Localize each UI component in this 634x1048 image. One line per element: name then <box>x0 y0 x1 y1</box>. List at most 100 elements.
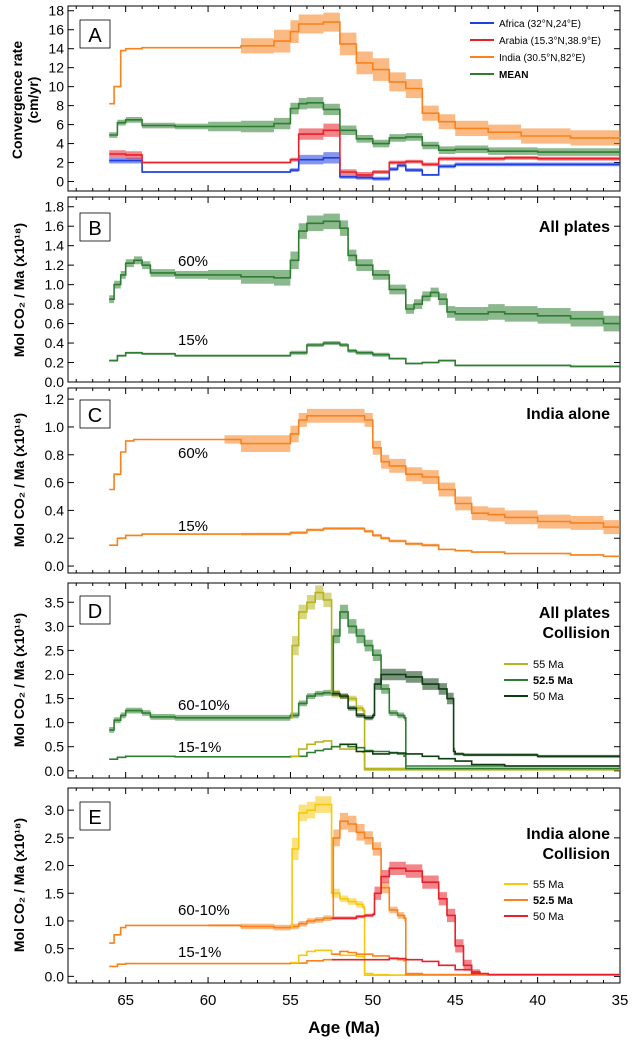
panel-e-frame <box>67 787 621 984</box>
panel-b-band-0 <box>109 213 620 334</box>
legend-label: 55 Ma <box>533 659 564 671</box>
panel-a-legend: Africa (32°N,24°E) Arabia (15.3°N,38.9°E)… <box>470 19 601 81</box>
panel-b: B All plates 60% 15% 0.0 0.2 0.4 0.6 0.8 1.0 1… <box>11 196 621 390</box>
panel-a-series-line-2 <box>109 21 621 139</box>
panel-b-ytick-label: 1.0 <box>45 277 65 293</box>
panel-d-ytick-label: 0.0 <box>45 763 65 779</box>
panel-a-ytick-label: 14 <box>48 41 64 57</box>
panel-d-series-line-4 <box>109 749 325 761</box>
panel-c-yaxis: 0.0 0.2 0.4 0.6 0.8 1.0 1.2 <box>45 388 621 574</box>
legend-label: 52.5 Ma <box>533 895 574 907</box>
panel-d-ytick-label: 2.5 <box>45 642 65 658</box>
legend-label: 50 Ma <box>533 691 564 703</box>
panel-b-ytick-label: 1.4 <box>45 238 65 254</box>
legend-label: Arabia (15.3°N,38.9°E) <box>499 36 601 47</box>
panel-b-ytick-label: 1.8 <box>45 199 65 215</box>
panel-d-series-line-7 <box>339 743 620 767</box>
x-tick-label: 40 <box>529 992 546 1009</box>
panel-a-ytick-label: 12 <box>48 60 64 76</box>
svg-text:D: D <box>88 601 102 623</box>
panel-a-ytick-label: 18 <box>48 3 64 19</box>
panel-b-ytick-label: 1.2 <box>45 257 65 273</box>
panel-d-letter: D <box>79 595 111 625</box>
panel-c-ytick-label: 1.2 <box>45 391 65 407</box>
panel-d-ytick-label: 3.5 <box>45 594 65 610</box>
legend-label: 52.5 Ma <box>533 675 574 687</box>
panel-d-series-line-3 <box>331 673 620 758</box>
panel-b-annotation-60: 60% <box>178 253 208 270</box>
panel-a-yaxis: 0 2 4 6 8 10 12 14 16 18 <box>48 3 621 191</box>
panel-e-series-line-7 <box>331 957 620 976</box>
panel-c-frame <box>67 387 621 574</box>
panel-d-legend: 55 Ma 52.5 Ma 50 Ma <box>504 659 574 703</box>
panel-e-band-0 <box>109 915 332 944</box>
panel-e-legend: 55 Ma 52.5 Ma 50 Ma <box>504 879 574 923</box>
panel-e-title-line1: India alone <box>526 826 610 843</box>
panel-e-ytick-label: 3.0 <box>45 802 65 818</box>
panel-a-ytick-label: 16 <box>48 22 64 38</box>
panel-d-frame <box>67 582 621 779</box>
panel-a-frame <box>67 5 621 192</box>
panel-b-yaxis: 0.0 0.2 0.4 0.6 0.8 1.0 1.2 1.4 1.6 1.8 <box>45 197 621 390</box>
legend-label: MEAN <box>499 70 528 81</box>
panel-e-annotation-15: 15-1% <box>178 944 221 961</box>
panel-a-ylabel-line2: (cm/yr) <box>25 77 41 124</box>
panel-e-plot <box>109 796 620 977</box>
legend-label: India (30.5°N,82°E) <box>499 53 585 64</box>
panel-d-ylabel: Mol CO₂ / Ma (x10¹⁸) <box>11 613 27 747</box>
panel-c-ytick-label: 1.0 <box>45 419 65 435</box>
panel-a-series-line-3 <box>109 102 621 154</box>
panel-b-ytick-label: 0.8 <box>45 296 65 312</box>
panel-c-ytick-label: 0.0 <box>45 558 65 574</box>
panel-c-band-0 <box>109 408 620 535</box>
panel-c-annotation-60: 60% <box>178 445 208 462</box>
panel-e-ylabel: Mol CO₂ / Ma (x10¹⁸) <box>11 818 27 952</box>
x-tick-label: 55 <box>282 992 299 1009</box>
panel-e: E India alone Collision 60-10% 15-1% 55 … <box>11 787 621 984</box>
svg-text:A: A <box>88 25 102 47</box>
x-tick-label: 35 <box>612 992 629 1009</box>
panel-d-ytick-label: 3.0 <box>45 618 65 634</box>
panel-d-series-line-5 <box>290 740 620 771</box>
panel-d-yaxis: 0.0 0.5 1.0 1.5 2.0 2.5 3.0 3.5 <box>45 583 621 779</box>
panel-e-letter: E <box>79 801 111 831</box>
panel-e-band-3 <box>331 861 620 976</box>
panel-a-ytick-label: 10 <box>48 79 64 95</box>
panel-b-ytick-label: 0.2 <box>45 355 65 371</box>
panel-b-ytick-label: 1.6 <box>45 218 65 234</box>
panel-d-ytick-label: 2.0 <box>45 666 65 682</box>
x-axis-label: Age (Ma) <box>308 1018 380 1037</box>
panel-b-frame <box>67 196 621 383</box>
svg-text:B: B <box>88 218 101 240</box>
x-axis: 65 60 55 50 45 40 35 <box>117 992 628 1009</box>
panel-e-ytick-label: 2.5 <box>45 830 65 846</box>
panel-a-series-line-1 <box>109 129 620 176</box>
panel-a-ylabel-line1: Convergence rate <box>9 41 25 159</box>
panel-e-series-line-0 <box>109 917 332 944</box>
x-tick-label: 65 <box>117 992 134 1009</box>
panel-a-letter: A <box>79 19 111 49</box>
panel-e-ytick-label: 1.0 <box>45 913 65 929</box>
panel-b-plot <box>109 213 621 370</box>
panel-d-band-2 <box>331 604 620 766</box>
panel-b-annotation-15: 15% <box>178 332 208 349</box>
panel-c-ytick-label: 0.4 <box>45 502 65 518</box>
panel-d-title-line1: All plates <box>539 605 610 622</box>
panel-c-ylabel: Mol CO₂ / Ma (x10¹⁸) <box>11 413 27 547</box>
panel-d-annotation-60: 60-10% <box>178 697 230 714</box>
panel-e-yaxis: 0.0 0.5 1.0 1.5 2.0 2.5 3.0 <box>45 788 621 984</box>
panel-e-series-line-4 <box>109 958 332 968</box>
panel-d-ytick-label: 1.0 <box>45 715 65 731</box>
legend-label: 50 Ma <box>533 911 564 923</box>
panel-c-ytick-label: 0.2 <box>45 530 65 546</box>
panel-e-ytick-label: 1.5 <box>45 885 65 901</box>
panel-e-band-2 <box>331 812 620 975</box>
legend-label: Africa (32°N,24°E) <box>499 19 581 30</box>
panel-a-series-line-0 <box>109 157 620 180</box>
svg-text:C: C <box>88 405 102 427</box>
panel-c-ytick-label: 0.6 <box>45 475 65 491</box>
x-tick-label: 45 <box>447 992 464 1009</box>
panel-d-ytick-label: 0.5 <box>45 739 65 755</box>
panel-c-series-line-1 <box>109 527 620 558</box>
